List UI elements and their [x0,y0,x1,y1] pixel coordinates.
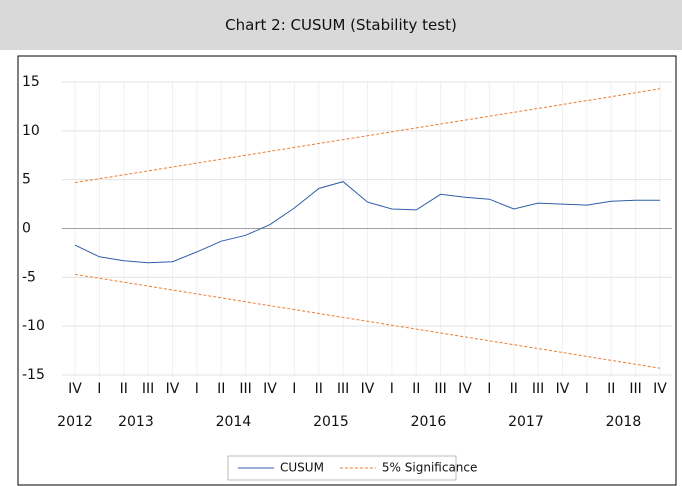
x-tick-label: I [487,381,491,397]
y-tick-label: -15 [22,367,45,383]
x-tick-label: II [120,381,128,397]
x-tick-label: IV [361,381,375,397]
x-tick-label: III [337,381,349,397]
y-tick-label: 5 [22,172,31,188]
chart-frame [17,55,677,486]
y-tick-label: -5 [22,269,36,285]
x-tick-label: IV [458,381,472,397]
y-tick-label: 10 [22,123,40,139]
x-tick-label: I [390,381,394,397]
year-label: 2017 [508,414,544,430]
x-tick-label: II [217,381,225,397]
x-tick-label: I [585,381,589,397]
year-label: 2015 [313,414,349,430]
series-line [74,88,661,184]
year-label: 2013 [118,414,154,430]
year-label: 2018 [606,414,642,430]
x-tick-label: III [142,381,154,397]
y-tick-label: -10 [22,318,45,334]
x-tick-label: II [607,381,615,397]
x-tick-label: III [532,381,544,397]
x-tick-label: I [292,381,296,397]
y-tick-label: 0 [22,221,31,237]
x-tick-label: II [315,381,323,397]
series-line [74,181,660,264]
x-tick-label: IV [556,381,570,397]
x-tick-label: I [97,381,101,397]
year-label: 2014 [216,414,252,430]
legend-label: 5% Significance [382,461,477,475]
series-line-lower [74,273,661,369]
x-tick-label: IV [68,381,82,397]
chart-title: Chart 2: CUSUM (Stability test) [0,0,682,50]
x-tick-label: IV [263,381,277,397]
x-tick-label: III [239,381,251,397]
legend-label: CUSUM [280,461,324,475]
x-tick-label: II [412,381,420,397]
x-tick-label: III [434,381,446,397]
year-label: 2016 [411,414,447,430]
x-tick-label: I [195,381,199,397]
y-tick-label: 15 [22,74,40,90]
year-label: 2012 [57,414,93,430]
x-tick-label: II [510,381,518,397]
x-tick-label: III [629,381,641,397]
x-tick-label: IV [653,381,667,397]
x-tick-label: IV [166,381,180,397]
